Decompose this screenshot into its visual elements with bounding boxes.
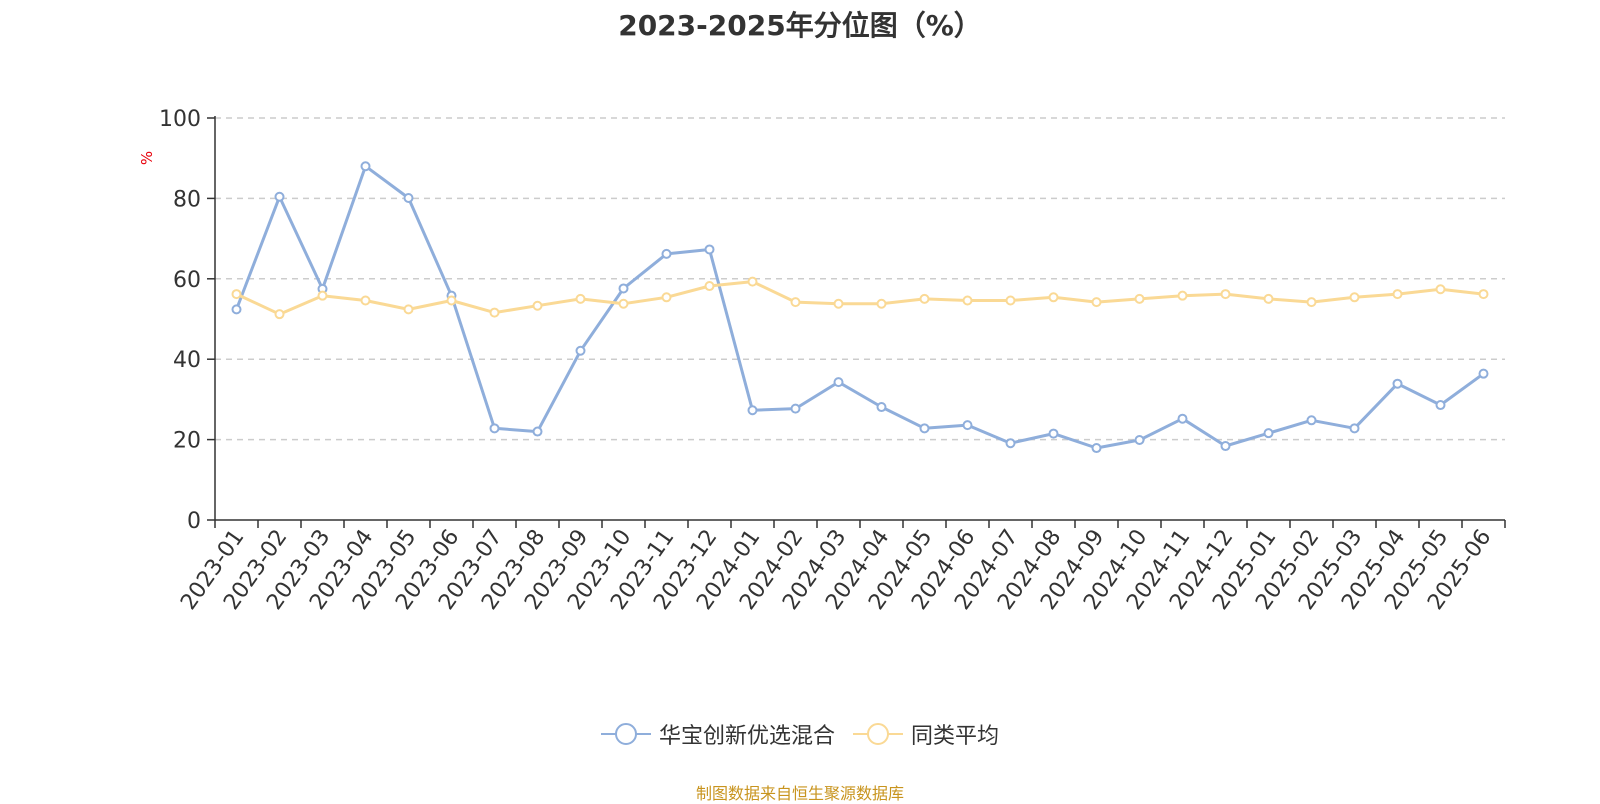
data-point[interactable] <box>618 283 629 294</box>
data-point[interactable] <box>274 191 285 202</box>
data-point[interactable] <box>532 300 543 311</box>
legend-marker-icon <box>600 723 651 745</box>
data-point[interactable] <box>1220 289 1231 300</box>
data-source-note: 制图数据来自恒生聚源数据库 <box>695 784 904 803</box>
data-point[interactable] <box>317 290 328 301</box>
series-line-0 <box>235 164 1485 450</box>
legend-item-average[interactable]: 同类平均 <box>853 718 999 750</box>
data-point[interactable] <box>1392 289 1403 300</box>
y-tick-label: 80 <box>173 187 201 212</box>
data-point[interactable] <box>231 289 242 300</box>
data-point[interactable] <box>790 403 801 414</box>
data-point[interactable] <box>919 423 930 434</box>
data-point[interactable] <box>661 292 672 303</box>
grid-lines <box>215 117 1505 441</box>
data-point[interactable] <box>575 293 586 304</box>
legend-marker-icon <box>853 723 903 745</box>
data-point[interactable] <box>618 298 629 309</box>
data-point[interactable] <box>360 295 371 306</box>
data-point[interactable] <box>403 304 414 315</box>
data-point[interactable] <box>704 244 715 255</box>
data-point[interactable] <box>403 192 414 203</box>
series-lines <box>235 164 1485 450</box>
data-point[interactable] <box>704 281 715 292</box>
data-point[interactable] <box>833 377 844 388</box>
y-tick-label: 60 <box>173 268 201 293</box>
data-point[interactable] <box>1435 284 1446 295</box>
data-point[interactable] <box>1005 438 1016 449</box>
data-point[interactable] <box>1478 289 1489 300</box>
data-point[interactable] <box>1005 295 1016 306</box>
chart-title: 2023-2025年分位图（%） <box>618 9 982 42</box>
data-point[interactable] <box>833 298 844 309</box>
legend-label: 华宝创新优选混合 <box>658 724 835 749</box>
data-point[interactable] <box>489 307 500 318</box>
data-point[interactable] <box>1263 293 1274 304</box>
data-point[interactable] <box>747 405 758 416</box>
data-point[interactable] <box>1134 293 1145 304</box>
data-point[interactable] <box>1306 415 1317 426</box>
data-point[interactable] <box>1478 368 1489 379</box>
data-point[interactable] <box>1306 297 1317 308</box>
data-point[interactable] <box>1091 443 1102 454</box>
data-point[interactable] <box>919 293 930 304</box>
y-tick-label: 0 <box>187 509 201 534</box>
data-point[interactable] <box>1091 297 1102 308</box>
data-point[interactable] <box>532 426 543 437</box>
legend: 华宝创新优选混合 同类平均 <box>0 718 1600 750</box>
data-point[interactable] <box>231 304 242 315</box>
data-point[interactable] <box>575 345 586 356</box>
data-point[interactable] <box>1435 400 1446 411</box>
data-point[interactable] <box>1177 413 1188 424</box>
data-point[interactable] <box>1134 435 1145 446</box>
data-point[interactable] <box>489 423 500 434</box>
legend-label: 同类平均 <box>911 724 1000 749</box>
data-point[interactable] <box>1177 290 1188 301</box>
y-tick-label: 100 <box>159 107 201 132</box>
data-point[interactable] <box>1392 378 1403 389</box>
data-point[interactable] <box>1349 423 1360 434</box>
data-point[interactable] <box>1349 292 1360 303</box>
y-tick-label: 40 <box>173 348 201 373</box>
data-point[interactable] <box>962 295 973 306</box>
data-point[interactable] <box>790 297 801 308</box>
data-point[interactable] <box>661 248 672 259</box>
y-axis-unit-label: % <box>138 151 156 165</box>
data-point[interactable] <box>1048 428 1059 439</box>
legend-item-fund[interactable]: 华宝创新优选混合 <box>600 718 835 750</box>
data-point[interactable] <box>446 295 457 306</box>
data-points <box>231 161 1489 454</box>
data-point[interactable] <box>1263 428 1274 439</box>
data-point[interactable] <box>876 298 887 309</box>
data-point[interactable] <box>1048 292 1059 303</box>
data-point[interactable] <box>360 161 371 172</box>
data-point[interactable] <box>747 276 758 287</box>
data-point[interactable] <box>274 309 285 320</box>
data-point[interactable] <box>1220 441 1231 452</box>
data-point[interactable] <box>962 420 973 431</box>
data-point[interactable] <box>876 402 887 413</box>
y-tick-label: 20 <box>173 429 201 454</box>
series-line-1 <box>235 280 1484 316</box>
